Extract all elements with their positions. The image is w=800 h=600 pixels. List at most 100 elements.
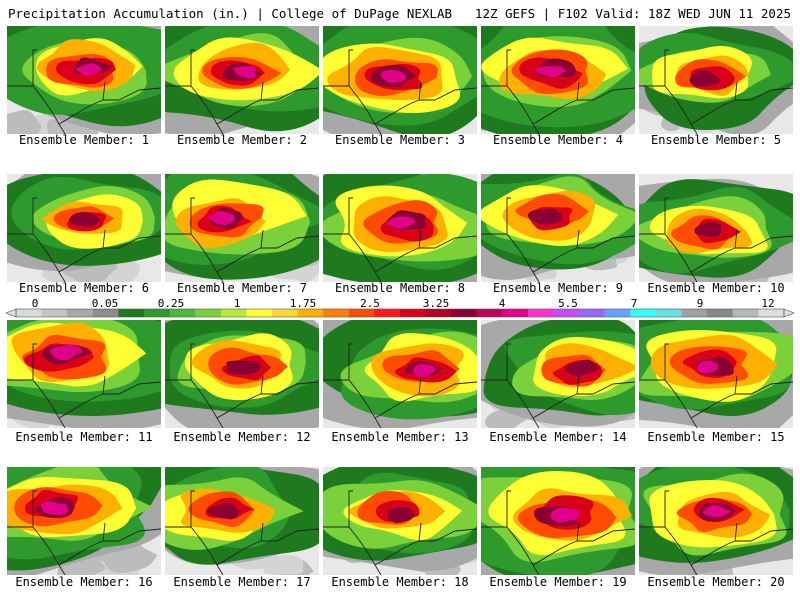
colorbar-right-arrow [783, 308, 795, 318]
colorbar-swatch [272, 309, 298, 317]
colorbar-swatch [348, 309, 375, 317]
ensemble-member-map [7, 467, 161, 575]
ensemble-member-label: Ensemble Member: 17 [173, 575, 311, 589]
colorbar-swatch [579, 309, 606, 317]
colorbar-tick-label: 3.25 [423, 297, 450, 310]
precip-field [481, 174, 635, 282]
ensemble-member-label: Ensemble Member: 14 [489, 430, 627, 444]
ensemble-member-label: Ensemble Member: 16 [15, 575, 153, 589]
colorbar-swatch [67, 309, 94, 317]
ensemble-member-label: Ensemble Member: 9 [492, 281, 624, 295]
precip-field [7, 320, 161, 428]
colorbar-swatch [528, 309, 554, 317]
ensemble-member-label: Ensemble Member: 1 [18, 133, 150, 147]
colorbar-tick-label: 9 [697, 297, 704, 310]
precip-field [481, 467, 635, 575]
colorbar-swatch [630, 309, 657, 317]
precip-field [481, 26, 635, 134]
colorbar-swatch [169, 309, 196, 317]
ensemble-member-label: Ensemble Member: 20 [647, 575, 785, 589]
colorbar-swatch [656, 309, 682, 317]
colorbar-swatch [425, 309, 452, 317]
ensemble-member-map [7, 320, 161, 428]
precip-field [7, 174, 161, 282]
colorbar-tick-label: 12 [761, 297, 774, 310]
ensemble-member-label: Ensemble Member: 4 [492, 133, 624, 147]
precip-field [323, 26, 477, 134]
colorbar-swatch [297, 309, 324, 317]
ensemble-member-label: Ensemble Member: 10 [647, 281, 785, 295]
ensemble-member-map [165, 467, 319, 575]
ensemble-member-label: Ensemble Member: 7 [176, 281, 308, 295]
ensemble-member-map [7, 26, 161, 134]
colorbar-swatch [144, 309, 170, 317]
colorbar-tick-label: 0 [32, 297, 39, 310]
ensemble-member-map [481, 26, 635, 134]
precip-field [481, 320, 635, 428]
precip-field [165, 467, 319, 575]
ensemble-member-map [481, 174, 635, 282]
ensemble-member-map [7, 174, 161, 282]
colorbar-swatch [502, 309, 529, 317]
ensemble-member-label: Ensemble Member: 6 [18, 281, 150, 295]
colorbar-swatch [246, 309, 273, 317]
ensemble-member-label: Ensemble Member: 18 [331, 575, 469, 589]
ensemble-member-label: Ensemble Member: 2 [176, 133, 308, 147]
colorbar-left-arrow [5, 308, 17, 318]
precip-field [639, 467, 793, 575]
precip-field [639, 174, 793, 282]
colorbar-swatch [118, 309, 145, 317]
colorbar-tick-label: 1 [234, 297, 241, 310]
colorbar-tick-label: 2.5 [360, 297, 380, 310]
ensemble-member-map [481, 320, 635, 428]
ensemble-member-label: Ensemble Member: 13 [331, 430, 469, 444]
precip-field [323, 320, 477, 428]
precip-field [323, 174, 477, 282]
ensemble-member-label: Ensemble Member: 5 [650, 133, 782, 147]
colorbar-swatch [553, 309, 580, 317]
colorbar-tick-label: 5.5 [558, 297, 578, 310]
ensemble-member-map [639, 320, 793, 428]
colorbar-swatch [707, 309, 734, 317]
colorbar-tick-label: 7 [631, 297, 638, 310]
colorbar-tick-label: 0.05 [92, 297, 119, 310]
ensemble-member-map [323, 320, 477, 428]
colorbar-swatch [195, 309, 222, 317]
ensemble-member-map [323, 174, 477, 282]
colorbar-swatch [374, 309, 401, 317]
ensemble-member-map [639, 174, 793, 282]
ensemble-member-map [481, 467, 635, 575]
precip-field [7, 467, 161, 575]
colorbar-swatch [732, 309, 759, 317]
colorbar-tick-label: 1.75 [290, 297, 317, 310]
colorbar-swatch [681, 309, 708, 317]
ensemble-member-label: Ensemble Member: 8 [334, 281, 466, 295]
ensemble-member-label: Ensemble Member: 12 [173, 430, 311, 444]
ensemble-member-label: Ensemble Member: 19 [489, 575, 627, 589]
colorbar-swatch [476, 309, 503, 317]
colorbar-swatch [451, 309, 478, 317]
precip-field [639, 320, 793, 428]
ensemble-member-map [165, 174, 319, 282]
colorbar-swatch [220, 309, 247, 317]
colorbar-swatch [400, 309, 426, 317]
precip-field [323, 467, 477, 575]
ensemble-member-label: Ensemble Member: 11 [15, 430, 153, 444]
ensemble-member-label: Ensemble Member: 15 [647, 430, 785, 444]
precip-field [165, 320, 319, 428]
colorbar-swatch [16, 309, 42, 317]
precip-field [7, 26, 161, 134]
map-title: Precipitation Accumulation (in.) | Colle… [8, 6, 453, 21]
precip-field [165, 26, 319, 134]
colorbar-tick-label: 4 [499, 297, 506, 310]
precip-field [165, 174, 319, 282]
colorbar-swatch [92, 309, 119, 317]
ensemble-member-map [323, 467, 477, 575]
ensemble-member-map [165, 26, 319, 134]
ensemble-member-map [639, 467, 793, 575]
colorbar-swatch [758, 309, 785, 317]
ensemble-member-map [165, 320, 319, 428]
ensemble-member-map [323, 26, 477, 134]
colorbar-swatch [41, 309, 68, 317]
colorbar-swatch [604, 309, 631, 317]
